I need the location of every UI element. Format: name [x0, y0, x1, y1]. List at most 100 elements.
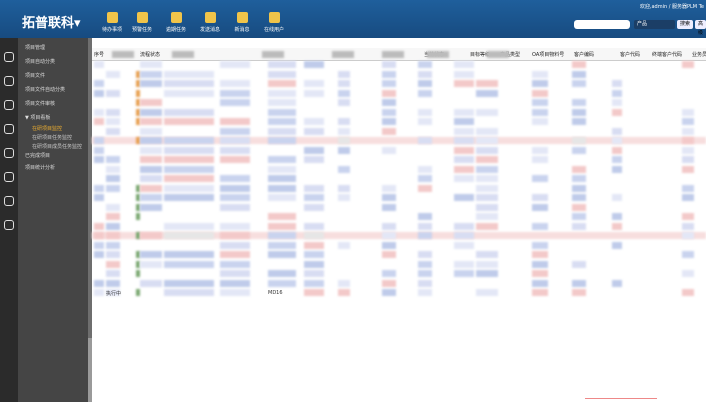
column-header[interactable]: 业务员	[692, 52, 706, 58]
cell-text: 执行中	[106, 291, 122, 297]
column-header[interactable]: 序号	[94, 52, 105, 58]
blurred-cell	[532, 80, 548, 87]
blurred-cell	[382, 61, 396, 68]
advanced-button[interactable]: 高级	[695, 20, 706, 36]
blurred-cell	[136, 89, 140, 97]
blurred-cell	[136, 194, 140, 201]
blurred-cell	[94, 89, 104, 97]
blurred-cell	[382, 118, 396, 125]
column-header[interactable]: 流程状态	[140, 52, 161, 58]
blurred-cell	[268, 175, 296, 182]
blurred-cell	[220, 175, 250, 182]
menu-item[interactable]: 项目管理	[25, 45, 46, 51]
blurred-cell	[476, 260, 498, 268]
blurred-cell	[220, 194, 250, 201]
blurred-cell	[454, 222, 474, 230]
blurred-cell	[338, 194, 350, 201]
blurred-cell	[682, 184, 694, 192]
menu-item[interactable]: 项目统计分析	[25, 165, 56, 171]
column-header[interactable]: 客户代码	[620, 52, 641, 58]
menu-item[interactable]: 项目自动分类	[25, 59, 56, 65]
blurred-cell	[682, 251, 694, 258]
blurred-cell	[418, 80, 432, 87]
toolbar-button[interactable]: 逾期任务	[158, 12, 194, 33]
menu-item[interactable]: 在研项目监控	[32, 126, 63, 132]
blurred-cell	[418, 270, 432, 277]
menu-item[interactable]: 已完成项目	[25, 153, 51, 159]
row-highlight	[92, 137, 706, 144]
blurred-cell	[532, 118, 548, 125]
blurred-cell	[572, 260, 586, 268]
blurred-cell	[136, 118, 140, 125]
toolbar-button[interactable]: 在线用户	[256, 12, 292, 33]
blurred-cell	[106, 118, 120, 125]
blurred-cell	[304, 194, 324, 201]
blurred-cell	[140, 70, 162, 78]
toolbar-label: 预警任务	[131, 27, 152, 33]
search-input[interactable]	[574, 20, 630, 29]
blurred-cell	[572, 108, 586, 116]
menu-item[interactable]: 项目文件	[25, 73, 46, 79]
blurred-cell	[140, 61, 162, 68]
blurred-cell	[476, 270, 498, 277]
blurred-cell	[268, 279, 296, 287]
column-header[interactable]: 目标等级	[470, 52, 491, 58]
blurred-cell	[418, 279, 432, 287]
blurred-cell	[220, 241, 250, 249]
blurred-cell	[382, 270, 396, 277]
blurred-cell	[220, 80, 250, 87]
logo[interactable]: 拓普联科▾	[22, 16, 81, 31]
blurred-cell	[304, 156, 324, 163]
search-button[interactable]: 搜索	[677, 20, 694, 29]
blurred-cell	[454, 156, 474, 163]
blurred-cell	[140, 165, 162, 173]
column-header[interactable]: OA项目物料号	[532, 52, 565, 58]
search-scope[interactable]: 产品	[634, 20, 675, 29]
blurred-cell	[532, 279, 548, 287]
blurred-cell	[268, 251, 296, 258]
menu-item[interactable]: 项目文件审核	[25, 101, 56, 107]
blurred-cell	[454, 108, 474, 116]
blurred-cell	[532, 222, 548, 230]
blurred-header	[487, 51, 509, 58]
column-header[interactable]: 产品类型	[500, 52, 521, 58]
blurred-cell	[268, 137, 296, 144]
blurred-cell	[382, 184, 396, 192]
menu-item[interactable]: 项目文件自动分类	[25, 87, 66, 93]
toolbar-label: 新消息	[234, 27, 250, 33]
blurred-cell	[304, 251, 324, 258]
blurred-cell	[304, 61, 324, 68]
blurred-cell	[140, 279, 162, 287]
blurred-cell	[106, 213, 120, 220]
blurred-cell	[532, 70, 548, 78]
blurred-cell	[268, 99, 296, 106]
menu-item[interactable]: 在研项目任务监控	[32, 135, 73, 141]
menu-item[interactable]: ▼ 项目看板	[25, 115, 51, 121]
blurred-cell	[454, 194, 474, 201]
blurred-cell	[612, 165, 622, 173]
menu-item[interactable]: 在研项目成员任务监控	[32, 144, 83, 150]
toolbar-label: 待办事项	[101, 27, 122, 33]
blurred-cell	[220, 184, 250, 192]
blurred-cell	[418, 165, 432, 173]
toolbar-button[interactable]: 发送消息	[192, 12, 228, 33]
blurred-cell	[164, 232, 214, 239]
column-header[interactable]: 终端客户代码	[652, 52, 683, 58]
blurred-cell	[136, 289, 140, 296]
blurred-cell	[268, 127, 296, 135]
blurred-cell	[532, 194, 548, 201]
blurred-cell	[268, 165, 296, 173]
blurred-cell	[94, 184, 104, 192]
blurred-cell	[140, 194, 162, 201]
blurred-cell	[612, 80, 622, 87]
blurred-cell	[140, 80, 162, 87]
toolbar-button[interactable]: 新消息	[224, 12, 260, 33]
toolbar-button[interactable]: 预警任务	[124, 12, 160, 33]
column-header[interactable]: 客户编码	[574, 52, 595, 58]
blurred-cell	[338, 118, 350, 125]
blurred-cell	[268, 194, 296, 201]
blurred-cell	[532, 289, 548, 296]
blurred-cell	[418, 175, 432, 182]
toolbar-button[interactable]: 待办事项	[94, 12, 130, 33]
toolbar-label: 逾期任务	[165, 27, 186, 33]
